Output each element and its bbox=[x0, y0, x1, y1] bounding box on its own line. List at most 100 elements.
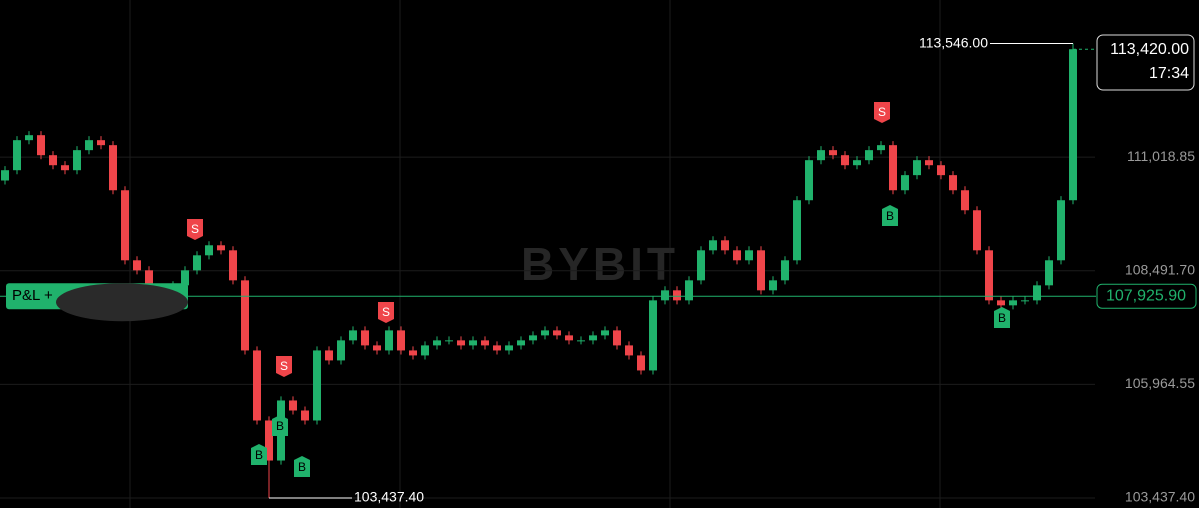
candle-body bbox=[265, 420, 273, 461]
candle-body bbox=[649, 300, 657, 371]
candle-body bbox=[817, 150, 825, 161]
candle-body bbox=[301, 410, 309, 421]
candle-body bbox=[1009, 300, 1017, 306]
trade-marker bbox=[272, 415, 288, 436]
candle-body bbox=[217, 245, 225, 251]
candle-body bbox=[793, 200, 801, 261]
pnl-label: P&L + bbox=[12, 287, 53, 304]
candle-body bbox=[37, 135, 45, 156]
candle-body bbox=[769, 280, 777, 291]
trade-marker bbox=[378, 302, 394, 323]
candle-body bbox=[1057, 200, 1065, 261]
candle-body bbox=[1, 170, 9, 181]
candle-body bbox=[1033, 285, 1041, 301]
candle-body bbox=[889, 145, 897, 191]
trade-marker bbox=[882, 205, 898, 226]
candle-body bbox=[745, 250, 753, 261]
candle-body bbox=[697, 250, 705, 281]
candle-body bbox=[133, 260, 141, 271]
candle-body bbox=[445, 340, 453, 342]
candle-body bbox=[553, 330, 561, 336]
trade-marker bbox=[251, 444, 267, 465]
candle-body bbox=[541, 330, 549, 336]
candle-body bbox=[973, 210, 981, 251]
candle-body bbox=[469, 340, 477, 346]
candle-body bbox=[241, 280, 249, 351]
candle-body bbox=[949, 175, 957, 191]
trade-marker bbox=[187, 219, 203, 240]
candle-body bbox=[841, 155, 849, 166]
candle-body bbox=[205, 245, 213, 256]
candle-body bbox=[937, 165, 945, 176]
trade-label: B bbox=[298, 460, 306, 474]
candle-body bbox=[253, 350, 261, 421]
candle-body bbox=[25, 135, 33, 141]
y-tick-label: 105,964.55 bbox=[1125, 375, 1195, 391]
candle-body bbox=[481, 340, 489, 346]
candle-body bbox=[145, 270, 153, 291]
candle-body bbox=[109, 145, 117, 191]
last-price: 113,420.00 bbox=[1110, 41, 1189, 58]
candle-body bbox=[781, 260, 789, 281]
candle-body bbox=[361, 330, 369, 346]
candle-body bbox=[373, 345, 381, 351]
trade-marker bbox=[294, 456, 310, 477]
candle-body bbox=[61, 165, 69, 171]
candle-body bbox=[505, 345, 513, 351]
trade-label: S bbox=[382, 305, 390, 319]
trade-label: S bbox=[878, 105, 886, 119]
candle-body bbox=[385, 330, 393, 351]
trade-label: B bbox=[255, 448, 263, 462]
trade-label: S bbox=[280, 359, 288, 373]
candle-body bbox=[181, 270, 189, 286]
candle-body bbox=[97, 140, 105, 146]
candle-body bbox=[73, 150, 81, 171]
candle-body bbox=[601, 330, 609, 336]
candle-body bbox=[565, 335, 573, 341]
trade-label: B bbox=[998, 311, 1006, 325]
candle-body bbox=[625, 345, 633, 356]
candle-body bbox=[529, 335, 537, 341]
candle-body bbox=[313, 350, 321, 421]
redaction bbox=[56, 283, 188, 322]
trade-marker bbox=[276, 356, 292, 377]
trade-label: S bbox=[191, 222, 199, 236]
candle-body bbox=[517, 340, 525, 346]
candle-body bbox=[661, 290, 669, 301]
candle-body bbox=[325, 350, 333, 361]
candle-body bbox=[121, 190, 129, 261]
trade-label: B bbox=[886, 209, 894, 223]
candle-body bbox=[433, 340, 441, 346]
candle-body bbox=[421, 345, 429, 356]
candle-body bbox=[757, 250, 765, 291]
candle-body bbox=[493, 345, 501, 351]
candle-body bbox=[829, 150, 837, 156]
y-tick-label: 111,018.85 bbox=[1127, 148, 1195, 164]
candle-body bbox=[877, 145, 885, 151]
low-mark-label: 103,437.40 bbox=[354, 489, 424, 505]
candle-body bbox=[577, 340, 585, 342]
candle-body bbox=[901, 175, 909, 191]
candle-body bbox=[925, 160, 933, 166]
candle-body bbox=[85, 140, 93, 151]
watermark: BYBIT bbox=[521, 238, 679, 290]
candle-body bbox=[685, 280, 693, 301]
candle-body bbox=[13, 140, 21, 171]
last-price-box bbox=[1096, 34, 1195, 91]
candle-body bbox=[337, 340, 345, 361]
candle-body bbox=[961, 190, 969, 211]
candle-body bbox=[409, 350, 417, 356]
candle-body bbox=[193, 255, 201, 271]
candle-body bbox=[853, 160, 861, 166]
candle-body bbox=[457, 340, 465, 346]
candle-body bbox=[673, 290, 681, 301]
y-tick-label: 103,437.40 bbox=[1125, 489, 1195, 505]
candle-body bbox=[637, 355, 645, 371]
last-price-time: 17:34 bbox=[1149, 65, 1189, 82]
candle-body bbox=[985, 250, 993, 301]
candle-body bbox=[589, 335, 597, 341]
candle-body bbox=[913, 160, 921, 176]
candle-body bbox=[1045, 260, 1053, 286]
trade-marker bbox=[874, 102, 890, 123]
